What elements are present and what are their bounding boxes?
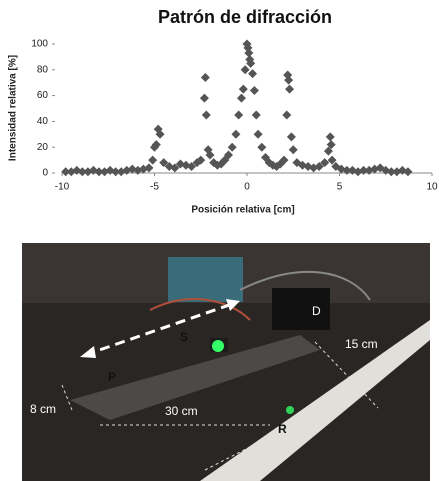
- point: [151, 140, 161, 150]
- y-tick-label: 100: [31, 39, 48, 50]
- point: [286, 132, 296, 142]
- detector-box: [272, 288, 330, 330]
- point: [253, 129, 263, 139]
- y-tick-label: 20: [37, 142, 49, 153]
- point: [323, 146, 333, 156]
- point: [248, 69, 258, 79]
- x-tick-label: -5: [150, 182, 159, 193]
- cable: [149, 298, 251, 321]
- point: [285, 84, 295, 94]
- point: [238, 84, 248, 94]
- y-axis-label: Intensidad relativa [%]: [8, 55, 19, 161]
- y-tick-label: 40: [37, 116, 49, 127]
- point: [326, 140, 336, 150]
- point: [314, 162, 324, 172]
- plot-area: 0 20 40 60 80 100 -10 -5 0 5 10: [31, 39, 438, 193]
- x-axis-label: Posición relativa [cm]: [191, 205, 294, 216]
- point: [94, 167, 104, 177]
- point: [320, 158, 330, 168]
- point: [159, 158, 169, 168]
- point: [170, 163, 180, 173]
- label-r: R: [278, 422, 287, 436]
- arrow-head: [226, 299, 240, 311]
- reflection: [286, 406, 294, 414]
- light-beam: [200, 320, 430, 481]
- point: [359, 165, 369, 175]
- point: [224, 150, 233, 160]
- point: [111, 167, 121, 177]
- arrow-head: [80, 346, 96, 358]
- point: [234, 110, 244, 120]
- x-tick-label: 0: [244, 182, 250, 193]
- point: [187, 162, 196, 172]
- x-tick-label: 5: [337, 182, 343, 193]
- point: [196, 155, 206, 165]
- point: [77, 167, 87, 177]
- point: [231, 129, 241, 139]
- point: [240, 65, 250, 75]
- point: [257, 142, 267, 152]
- label-15cm: 15 cm: [345, 337, 378, 351]
- label-s: S: [180, 330, 188, 344]
- dimension-line: [204, 379, 381, 471]
- point: [386, 167, 396, 177]
- cable: [239, 270, 371, 301]
- photo: S D P R 15 cm 8 cm 30 cm: [22, 243, 430, 481]
- x-tick-label: -10: [55, 182, 70, 193]
- point: [199, 93, 209, 103]
- point: [61, 167, 71, 177]
- point: [279, 155, 289, 165]
- point: [155, 129, 165, 139]
- point: [282, 110, 292, 120]
- label-p: P: [108, 370, 116, 384]
- point: [284, 75, 294, 85]
- point: [201, 110, 211, 120]
- point: [236, 93, 246, 103]
- y-tick-label: 0: [42, 168, 48, 179]
- point: [246, 58, 256, 68]
- point: [288, 145, 298, 155]
- y-tick-label: 60: [37, 90, 49, 101]
- point: [148, 155, 158, 165]
- point: [144, 163, 154, 173]
- point: [227, 142, 237, 152]
- laser-light: [212, 340, 224, 352]
- point: [325, 132, 335, 142]
- label-30cm: 30 cm: [165, 404, 198, 418]
- point: [249, 85, 259, 95]
- point: [403, 167, 413, 177]
- glass-plate: [70, 335, 320, 420]
- point: [342, 165, 352, 175]
- motion-arrow: [84, 301, 236, 357]
- point: [244, 48, 254, 58]
- point: [251, 110, 261, 120]
- point: [327, 155, 337, 165]
- power-box: [168, 257, 243, 302]
- chart-title: Patrón de difracción: [158, 7, 332, 27]
- x-tick-label: 10: [426, 182, 438, 193]
- point: [200, 73, 210, 83]
- dimension-line: [61, 384, 73, 411]
- label-8cm: 8 cm: [30, 402, 56, 416]
- y-tick-label: 80: [37, 64, 49, 75]
- label-d: D: [312, 304, 321, 318]
- point: [205, 150, 215, 160]
